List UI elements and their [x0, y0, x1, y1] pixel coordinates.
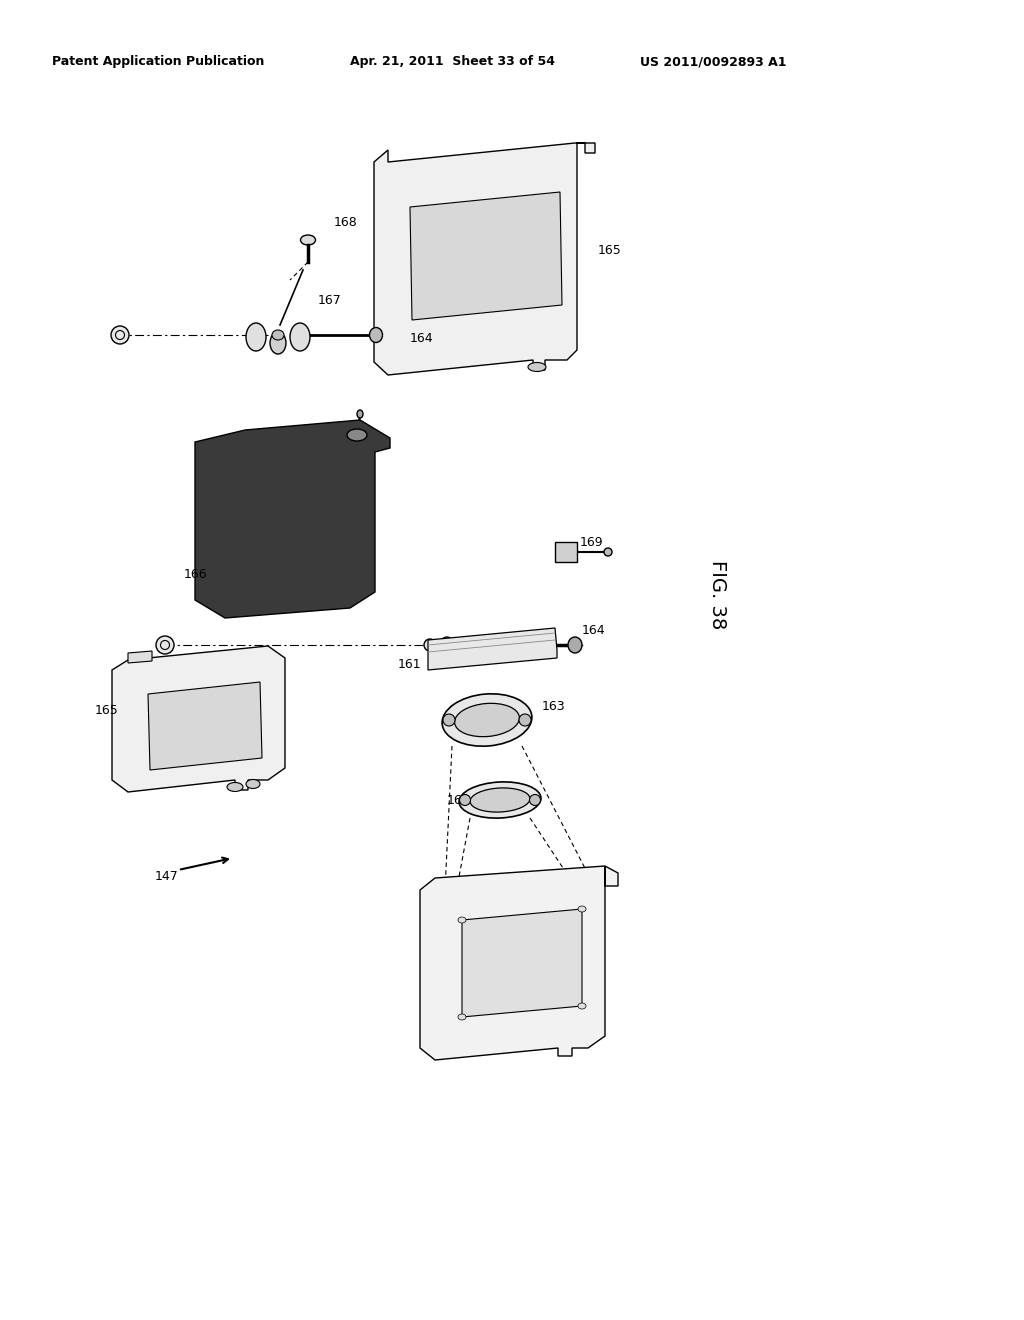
Polygon shape [112, 645, 285, 792]
Ellipse shape [290, 323, 310, 351]
Text: 165: 165 [95, 704, 119, 717]
Text: 166: 166 [184, 569, 208, 582]
Polygon shape [128, 651, 152, 663]
Ellipse shape [458, 917, 466, 923]
Ellipse shape [227, 783, 243, 792]
Polygon shape [462, 909, 582, 1016]
Ellipse shape [443, 714, 455, 726]
Text: Patent Application Publication: Patent Application Publication [52, 55, 264, 69]
Text: 169: 169 [580, 536, 603, 549]
Ellipse shape [300, 235, 315, 246]
Text: 162: 162 [447, 793, 471, 807]
Polygon shape [374, 143, 595, 375]
Ellipse shape [441, 638, 453, 649]
Ellipse shape [529, 795, 541, 805]
Text: US 2011/0092893 A1: US 2011/0092893 A1 [640, 55, 786, 69]
Polygon shape [410, 191, 562, 319]
Ellipse shape [458, 1014, 466, 1020]
Ellipse shape [272, 330, 284, 341]
Text: 164: 164 [410, 331, 433, 345]
Polygon shape [420, 866, 618, 1060]
Ellipse shape [528, 363, 546, 371]
Text: 165: 165 [598, 243, 622, 256]
Ellipse shape [470, 788, 530, 812]
Ellipse shape [246, 323, 266, 351]
Ellipse shape [578, 1003, 586, 1008]
Ellipse shape [604, 548, 612, 556]
Text: 164: 164 [582, 623, 605, 636]
Ellipse shape [270, 333, 286, 354]
Ellipse shape [156, 636, 174, 653]
Ellipse shape [578, 906, 586, 912]
Polygon shape [195, 420, 390, 618]
Text: 168: 168 [334, 215, 357, 228]
Text: 167: 167 [318, 293, 342, 306]
Text: Apr. 21, 2011  Sheet 33 of 54: Apr. 21, 2011 Sheet 33 of 54 [350, 55, 555, 69]
Ellipse shape [246, 780, 260, 788]
Text: FIG. 38: FIG. 38 [709, 561, 727, 630]
Ellipse shape [455, 704, 519, 737]
Ellipse shape [347, 429, 367, 441]
Text: 161: 161 [398, 659, 422, 672]
Ellipse shape [568, 638, 582, 653]
Ellipse shape [357, 411, 362, 418]
Ellipse shape [460, 795, 470, 805]
Polygon shape [555, 543, 577, 562]
Ellipse shape [519, 714, 531, 726]
Text: 163: 163 [542, 700, 565, 713]
Text: 147: 147 [155, 870, 179, 883]
Ellipse shape [459, 781, 541, 818]
Polygon shape [148, 682, 262, 770]
Ellipse shape [370, 327, 383, 342]
Polygon shape [428, 628, 557, 671]
Ellipse shape [442, 694, 531, 746]
Ellipse shape [111, 326, 129, 345]
Ellipse shape [424, 639, 436, 651]
